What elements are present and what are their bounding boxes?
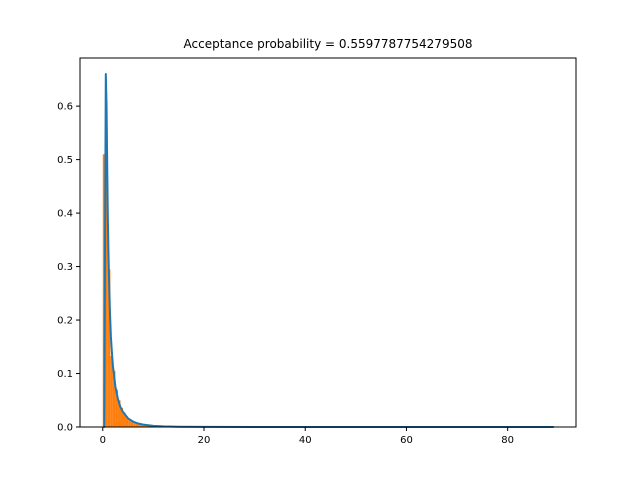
- x-tick-label: 40: [299, 435, 312, 446]
- x-tick-label: 20: [198, 435, 211, 446]
- y-tick-label: 0.5: [57, 155, 73, 166]
- y-tick-label: 0.1: [57, 369, 73, 380]
- histogram-bar: [105, 154, 108, 427]
- histogram-bar: [112, 370, 116, 427]
- histogram-bar: [128, 418, 131, 427]
- histogram-bar: [143, 425, 146, 427]
- histogram-bar: [133, 422, 136, 427]
- histogram-bar: [115, 389, 118, 427]
- y-tick-label: 0.6: [57, 102, 73, 113]
- histogram-bar: [148, 425, 151, 427]
- histogram-bar: [120, 407, 124, 427]
- histogram-bar: [123, 412, 126, 427]
- histogram-bar: [125, 416, 129, 427]
- histogram-bar: [107, 269, 111, 427]
- x-tick-label: 80: [501, 435, 514, 446]
- x-axis: 0 20 40 60 80: [100, 427, 514, 446]
- histogram-bar: [140, 424, 144, 427]
- histogram-bar: [135, 423, 139, 427]
- y-tick-label: 0.2: [57, 316, 73, 327]
- y-tick-label: 0.4: [57, 209, 73, 220]
- y-axis: 0.0 0.1 0.2 0.3 0.4 0.5 0.6: [57, 102, 80, 434]
- histogram-bar: [110, 355, 113, 427]
- axes-frame: [79, 57, 577, 428]
- histogram-bar: [138, 424, 141, 427]
- histogram-bar: [145, 425, 149, 427]
- y-tick-label: 0.0: [57, 423, 73, 434]
- x-tick-label: 60: [400, 435, 413, 446]
- histogram-bar: [130, 421, 134, 427]
- plot-area: 0 20 40 60 80 0.0 0.1 0.2 0.3 0.4 0.5 0.6: [57, 57, 577, 446]
- y-tick-label: 0.3: [57, 262, 73, 273]
- x-tick-label: 0: [100, 435, 106, 446]
- chart-title: Acceptance probability = 0.5597787754279…: [184, 37, 473, 51]
- histogram-bar: [117, 400, 121, 427]
